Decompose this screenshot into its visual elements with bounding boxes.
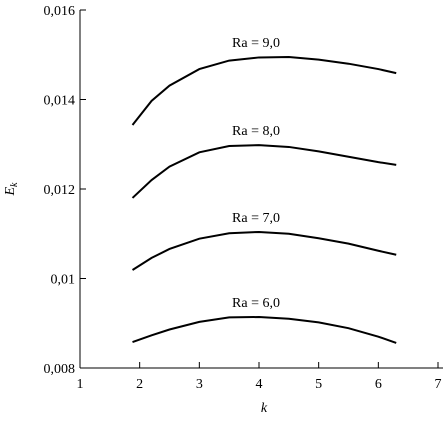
series-line — [132, 315, 397, 344]
y-tick-label: 0,014 — [44, 94, 76, 109]
series-label: Ra = 6,0 — [232, 296, 280, 311]
x-tick-label: 4 — [256, 377, 263, 392]
y-tick-label: 0,016 — [44, 4, 76, 19]
x-tick-label: 2 — [136, 377, 143, 392]
y-axis-label-main: E — [3, 187, 18, 197]
series-label: Ra = 7,0 — [232, 211, 280, 226]
y-axis-label: Ek — [3, 182, 20, 197]
x-tick-label: 3 — [196, 377, 203, 392]
series-line — [131, 230, 397, 271]
series-label: Ra = 9,0 — [232, 36, 280, 51]
y-axis-label-sub: k — [9, 182, 20, 187]
series-line — [131, 55, 397, 126]
x-axis-label: k — [261, 401, 268, 416]
x-tick-label: 5 — [315, 377, 322, 392]
y-axis-label-group: Ek — [3, 182, 20, 197]
y-tick-label: 0,008 — [44, 362, 76, 377]
series-line — [131, 144, 397, 199]
y-tick-label: 0,01 — [51, 273, 76, 288]
y-tick-label: 0,012 — [44, 183, 76, 198]
x-tick-label: 6 — [375, 377, 382, 392]
x-tick-label: 7 — [435, 377, 442, 392]
series-label: Ra = 8,0 — [232, 124, 280, 139]
x-tick-label: 1 — [77, 377, 84, 392]
